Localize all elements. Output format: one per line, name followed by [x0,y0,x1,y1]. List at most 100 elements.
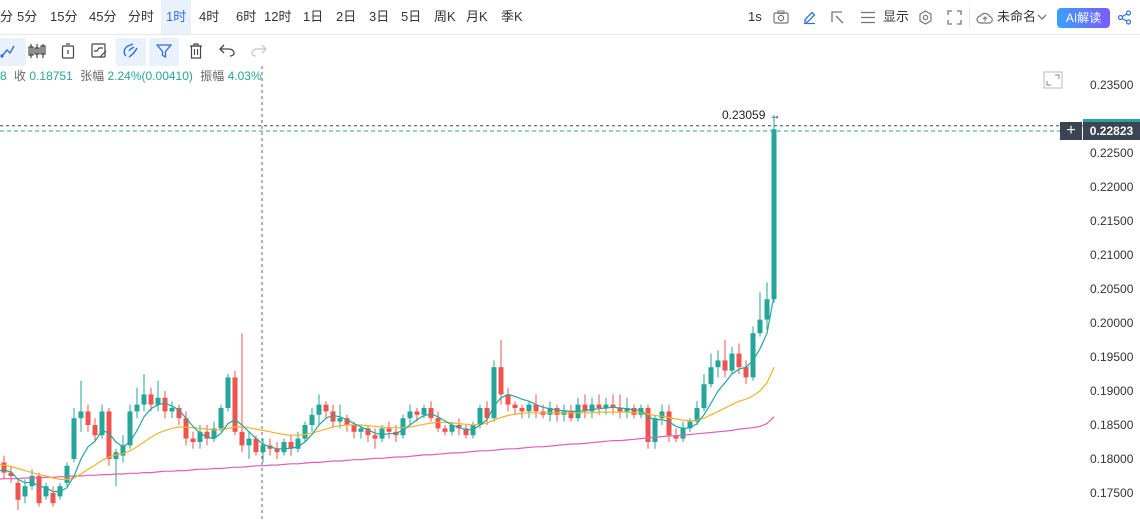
candle-body [442,428,448,432]
price-axis-label: 0.22000 [1090,180,1134,194]
candle-body [729,353,735,371]
candle-body [169,408,175,412]
indicators-icon[interactable] [91,43,107,59]
timeframe-3[interactable]: 45分 [89,9,117,24]
candle-body [526,404,532,412]
candle-body [211,428,217,439]
chevron-down-icon[interactable] [1037,14,1047,21]
candle-body [491,367,497,419]
timeframe-8[interactable]: 12时 [264,9,292,24]
layout-name[interactable]: 未命名 [997,9,1037,24]
divider [969,7,970,27]
timeframe-12[interactable]: 5日 [401,9,422,24]
compare-icon[interactable] [61,43,75,59]
timeframe-4[interactable]: 分时 [128,9,155,24]
candle-body [71,418,77,459]
change-value: 2.24%(0.00410) [107,69,193,83]
price-axis-label: 0.18000 [1090,452,1134,466]
candle-body [757,319,763,334]
candle-body [106,411,112,459]
timeframe-0[interactable]: 分 [0,9,14,24]
candle-body [253,438,259,453]
cloud-icon[interactable] [976,11,994,24]
candle-body [148,394,154,405]
candle-body [736,353,742,368]
timeframe-5[interactable]: 1时 [161,0,192,34]
undo-icon[interactable] [219,44,235,57]
candle-body [512,404,518,408]
close-value: 0.18751 [29,69,73,83]
magnet-icon[interactable] [123,43,139,59]
price-axis-label: 0.23500 [1090,78,1134,92]
timeframe-15[interactable]: 季K [501,9,523,24]
candle-body [141,394,147,405]
candle-body [764,299,770,320]
timeframe-10[interactable]: 2日 [336,9,357,24]
candle-body [407,411,413,419]
redo-icon[interactable] [251,44,267,57]
draw-icon[interactable] [0,43,16,59]
replay-icon[interactable] [830,10,845,25]
candle-body [575,404,581,419]
settings-icon[interactable] [918,10,933,25]
ai-read-button[interactable]: AI解读 [1057,8,1110,28]
timeframe-2[interactable]: 15分 [50,9,78,24]
share-icon[interactable] [1117,10,1132,25]
candle-body [540,411,546,415]
price-axis-label: 0.20500 [1090,282,1134,296]
fullscreen-icon[interactable] [947,10,962,25]
candle-body [64,465,70,483]
pencil-icon[interactable] [802,10,817,25]
filter-icon[interactable] [156,43,172,59]
candle-body [1,462,7,473]
candle-body [36,476,42,504]
candle-body [463,428,469,436]
magnet-tool-highlight [116,38,146,66]
candle-body [470,425,476,436]
candle-body [610,404,616,408]
candle-body [708,367,714,385]
candle-body [771,129,777,300]
candle-body [358,428,364,432]
ma-fast-line [0,295,775,493]
timeframe-7[interactable]: 6时 [236,9,257,24]
candle-body [365,428,371,436]
candle-body [421,408,427,415]
candle-body [372,435,378,439]
candle-body [204,431,210,439]
candle-body [92,425,98,436]
candle-body [274,448,280,453]
candle-body [505,394,511,405]
timeframe-11[interactable]: 3日 [369,9,390,24]
expand-icon[interactable] [1043,71,1063,89]
candle-body [127,411,133,446]
timeframe-1[interactable]: 5分 [17,9,38,24]
timeframe-13[interactable]: 周K [434,9,456,24]
interval-label[interactable]: 1s [748,9,762,24]
candle-body [428,408,434,419]
candle-body [449,425,455,432]
candle-body [8,472,14,476]
candle-body [218,408,224,429]
camera-icon[interactable] [773,10,789,24]
candle-body [547,408,553,415]
timeframe-6[interactable]: 4时 [199,9,220,24]
candle-body [162,397,168,412]
candle-body [386,428,392,432]
candle-body [589,404,595,412]
candle-body [652,418,658,442]
add-alert-button[interactable]: + [1060,122,1082,140]
timeframe-bar: 分 5分 15分 45分 分时 1时 4时 6时 12时 1日 2日 3日 5日 周K 月K 季K 1s 显示… [0,0,1140,35]
timeframe-14[interactable]: 月K [466,9,488,24]
candle-body [631,408,637,415]
price-axis-label: 0.19000 [1090,384,1134,398]
candle-body [267,445,273,449]
candle-body [743,367,749,378]
timeframe-9[interactable]: 1日 [303,9,324,24]
candle-body [29,476,35,487]
candle-body [232,377,238,432]
candles-icon[interactable] [28,43,46,59]
trash-icon[interactable] [189,43,203,59]
display-label[interactable]: 显示 [883,9,910,24]
list-icon[interactable] [861,11,875,24]
